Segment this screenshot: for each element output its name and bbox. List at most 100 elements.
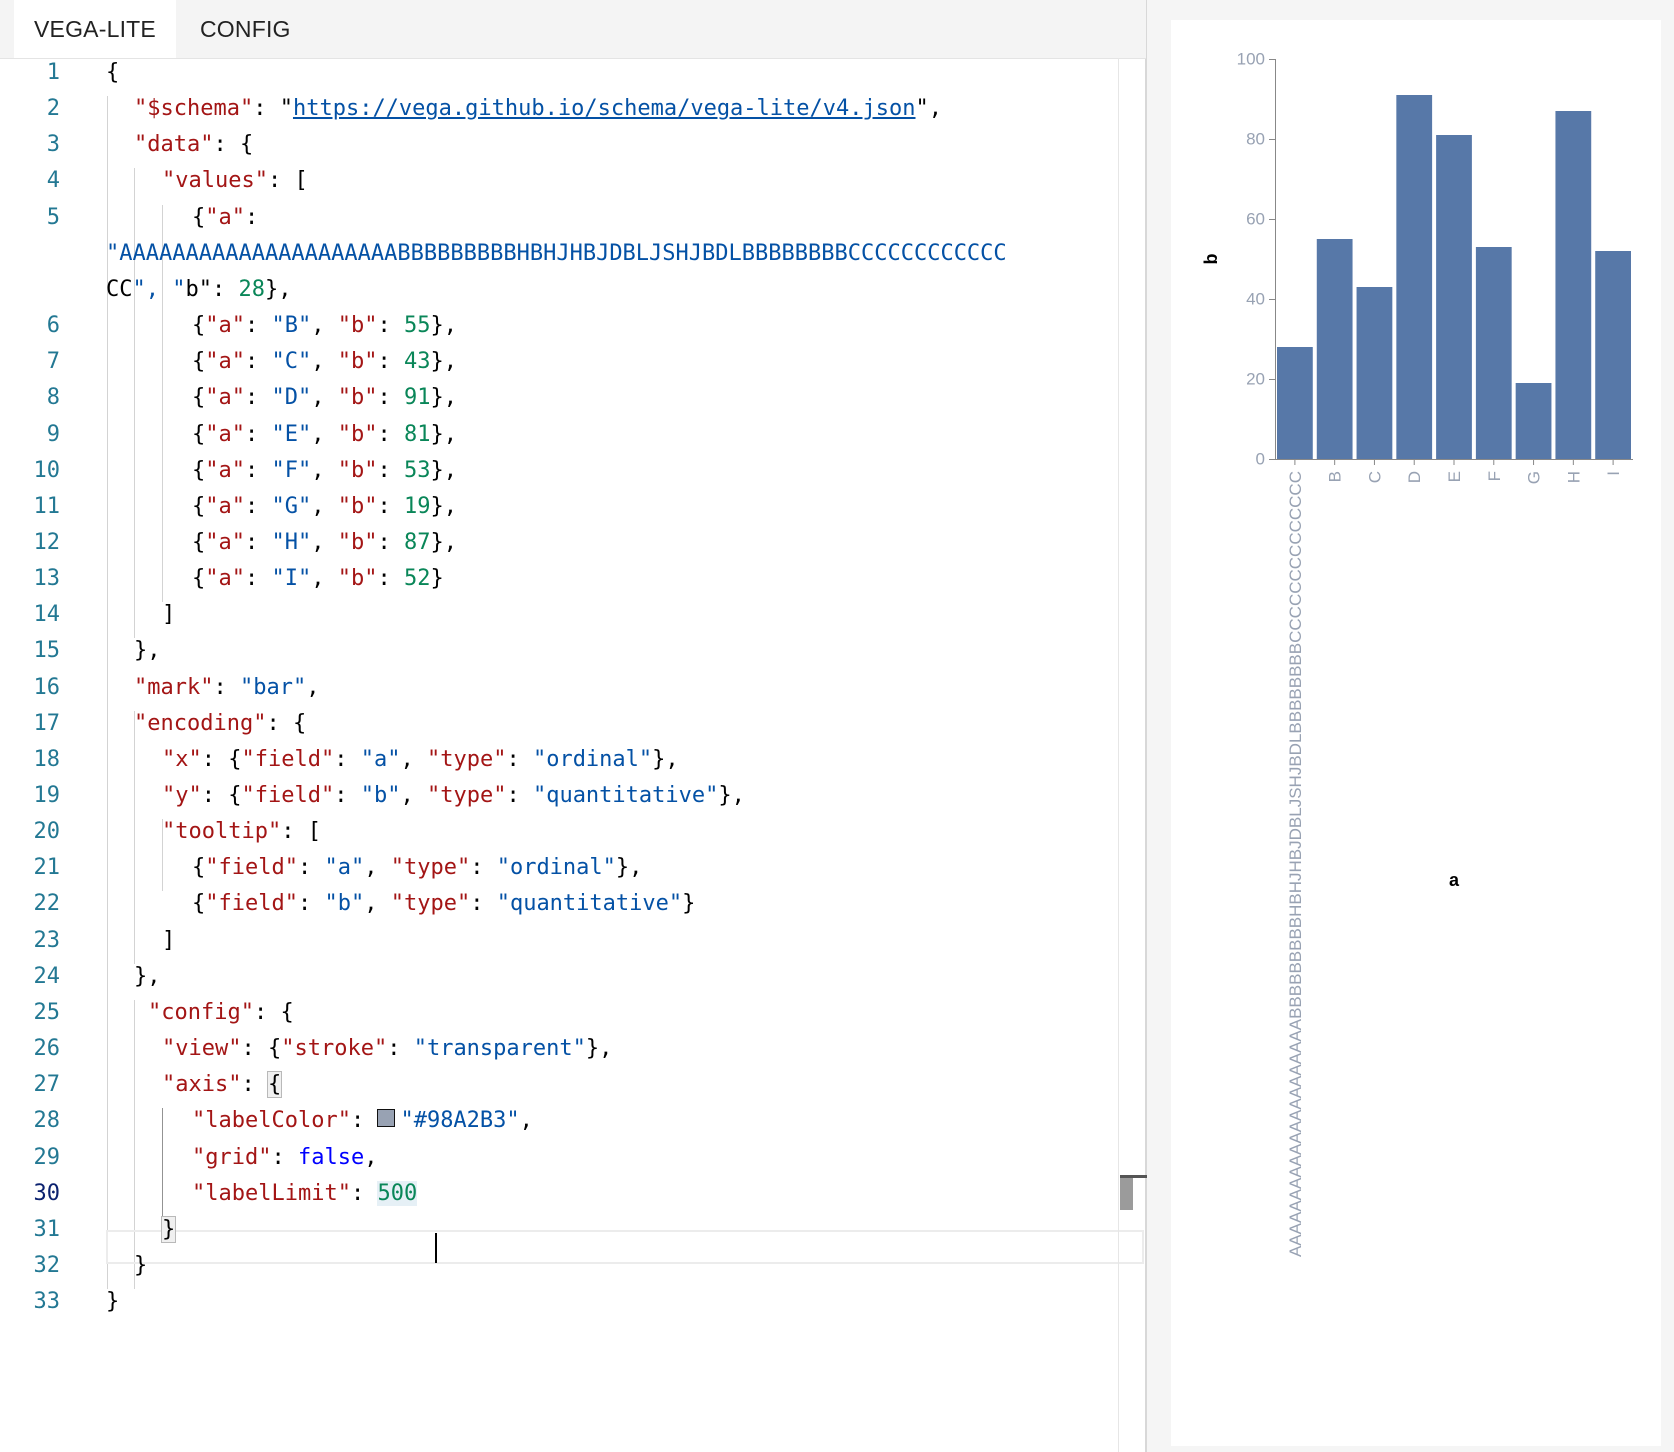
code-line[interactable]: {"a": "I", "b": 52}	[192, 566, 444, 592]
tab-vega-lite[interactable]: VEGA-LITE	[14, 0, 176, 58]
text-cursor	[435, 1233, 437, 1263]
y-tick-label: 0	[1256, 450, 1265, 469]
code-line[interactable]: "AAAAAAAAAAAAAAAAAAAAABBBBBBBBBHBHJHBJDB…	[106, 240, 1007, 266]
x-tick-label: AAAAAAAAAAAAAAAAAAAAABBBBBBBBBHBHJHBJDBL…	[1286, 471, 1305, 1257]
code-line[interactable]: "encoding": {	[134, 710, 307, 736]
bar[interactable]	[1356, 287, 1393, 459]
bar[interactable]	[1396, 95, 1433, 459]
bar[interactable]	[1555, 111, 1592, 459]
code-line[interactable]: }	[160, 1215, 177, 1243]
line-number: 15	[33, 638, 61, 664]
indent-guide	[134, 168, 135, 639]
line-number: 8	[46, 385, 60, 411]
line-number: 25	[33, 999, 61, 1025]
editor-overview-ruler	[1118, 58, 1119, 1452]
bar[interactable]	[1475, 247, 1512, 459]
indent-guide	[162, 1108, 163, 1217]
line-number: 3	[46, 132, 60, 158]
code-line[interactable]: {"a": "E", "b": 81},	[192, 421, 457, 447]
line-number: 14	[33, 602, 61, 628]
indent-guide	[107, 96, 108, 1290]
line-number: 30	[33, 1180, 61, 1206]
scrollbar-thumb[interactable]	[1120, 1178, 1133, 1210]
bar[interactable]	[1277, 347, 1313, 459]
bar-chart: 0 20 40 60 80 100 AAAAAAAAAAAAAAAAAAAAABBBBBBB…	[1201, 50, 1633, 1257]
x-tick-label: B	[1326, 471, 1345, 482]
code-line[interactable]: {"a": "G", "b": 19},	[192, 493, 457, 519]
x-tick-label: E	[1445, 471, 1464, 482]
x-tick-label: H	[1564, 471, 1583, 483]
line-number: 2	[46, 96, 60, 122]
code-line[interactable]: }	[106, 1289, 120, 1315]
y-tick-label: 100	[1237, 50, 1265, 69]
code-line[interactable]: {"a": "B", "b": 55},	[192, 313, 457, 339]
indent-guide	[162, 204, 163, 603]
code-line[interactable]: "labelColor": "#98A2B3",	[192, 1108, 533, 1134]
line-number: 17	[33, 710, 61, 736]
line-number: 13	[33, 566, 61, 592]
y-tick-label: 20	[1246, 370, 1265, 389]
preview-pane: 0 20 40 60 80 100 AAAAAAAAAAAAAAAAAAAAABBBBBBB…	[1147, 0, 1674, 1452]
indent-guide	[134, 999, 135, 1290]
indent-guide	[134, 710, 135, 964]
line-number: 21	[33, 855, 61, 881]
code-line[interactable]: "mark": "bar",	[134, 674, 320, 700]
code-line[interactable]: "y": {"field": "b", "type": "quantitativ…	[162, 783, 745, 808]
code-line[interactable]: {"a": "C", "b": 43},	[192, 349, 457, 375]
code-line[interactable]: }	[134, 1252, 148, 1278]
line-number: 31	[33, 1216, 61, 1242]
code-line[interactable]: {"field": "a", "type": "ordinal"},	[192, 855, 643, 881]
code-line[interactable]: "tooltip": [	[162, 819, 321, 845]
color-swatch-icon[interactable]	[377, 1109, 396, 1128]
code-line[interactable]: "$schema": "https://vega.github.io/schem…	[134, 96, 942, 122]
line-number: 32	[33, 1252, 61, 1278]
x-tick-label: F	[1485, 471, 1504, 481]
line-number: 20	[33, 819, 61, 845]
line-number: 12	[33, 529, 61, 555]
bar[interactable]	[1436, 135, 1472, 459]
code-line[interactable]: {	[106, 60, 120, 85]
code-line[interactable]: },	[134, 963, 161, 989]
code-line[interactable]: {"a": "F", "b": 53},	[192, 457, 457, 483]
line-number: 22	[33, 891, 61, 917]
line-number: 19	[33, 783, 61, 808]
x-axis-title: a	[1449, 870, 1460, 890]
code-line[interactable]: {"field": "b", "type": "quantitative"}	[192, 891, 696, 917]
code-line[interactable]: },	[134, 638, 161, 664]
code-line[interactable]: ]	[162, 602, 176, 628]
y-tick-label: 60	[1246, 210, 1265, 229]
code-line[interactable]: "data": {	[134, 132, 254, 158]
bar[interactable]	[1595, 251, 1631, 459]
line-number: 11	[33, 493, 61, 519]
code-line[interactable]: "labelLimit": 500	[192, 1180, 418, 1206]
tab-config[interactable]: CONFIG	[200, 16, 291, 42]
code-line[interactable]: "x": {"field": "a", "type": "ordinal"},	[162, 746, 679, 772]
y-tick-label: 80	[1246, 130, 1265, 149]
line-number: 4	[46, 168, 60, 194]
line-number: 9	[46, 421, 60, 447]
code-line[interactable]: {"a":	[192, 204, 259, 230]
line-number: 33	[33, 1289, 61, 1315]
bar[interactable]	[1316, 239, 1353, 459]
line-number: 24	[33, 963, 61, 989]
code-line[interactable]: "config": {	[148, 999, 294, 1025]
bar[interactable]	[1515, 383, 1552, 459]
chart-container: 0 20 40 60 80 100 AAAAAAAAAAAAAAAAAAAAABBBBBBB…	[1171, 20, 1661, 1446]
code-editor[interactable]: 1 2 3 4 5 6 7 8 9 10 11 12 13 14 15 16 17 18 19 20 21 22 23 24 2…	[0, 58, 1144, 1452]
scrollbar-marker	[1120, 1175, 1148, 1178]
editor-tab-bar: VEGA-LITE CONFIG	[0, 0, 1146, 59]
code-line[interactable]: "view": {"stroke": "transparent"},	[162, 1036, 613, 1062]
code-line[interactable]: CC", "b": 28},	[106, 276, 292, 302]
code-line[interactable]: ]	[162, 927, 176, 953]
code-line[interactable]: "grid": false,	[192, 1144, 378, 1170]
line-number: 16	[33, 674, 61, 700]
code-line[interactable]: "values": [	[162, 168, 308, 194]
current-line-highlight	[106, 1230, 1144, 1264]
code-line[interactable]: {"a": "H", "b": 87},	[192, 529, 457, 555]
line-number: 28	[33, 1108, 61, 1134]
x-tick-label: I	[1604, 471, 1623, 476]
line-number: 18	[33, 746, 61, 772]
indent-guide	[162, 819, 163, 892]
code-line[interactable]: "axis": {	[162, 1071, 283, 1099]
code-line[interactable]: {"a": "D", "b": 91},	[192, 385, 457, 411]
